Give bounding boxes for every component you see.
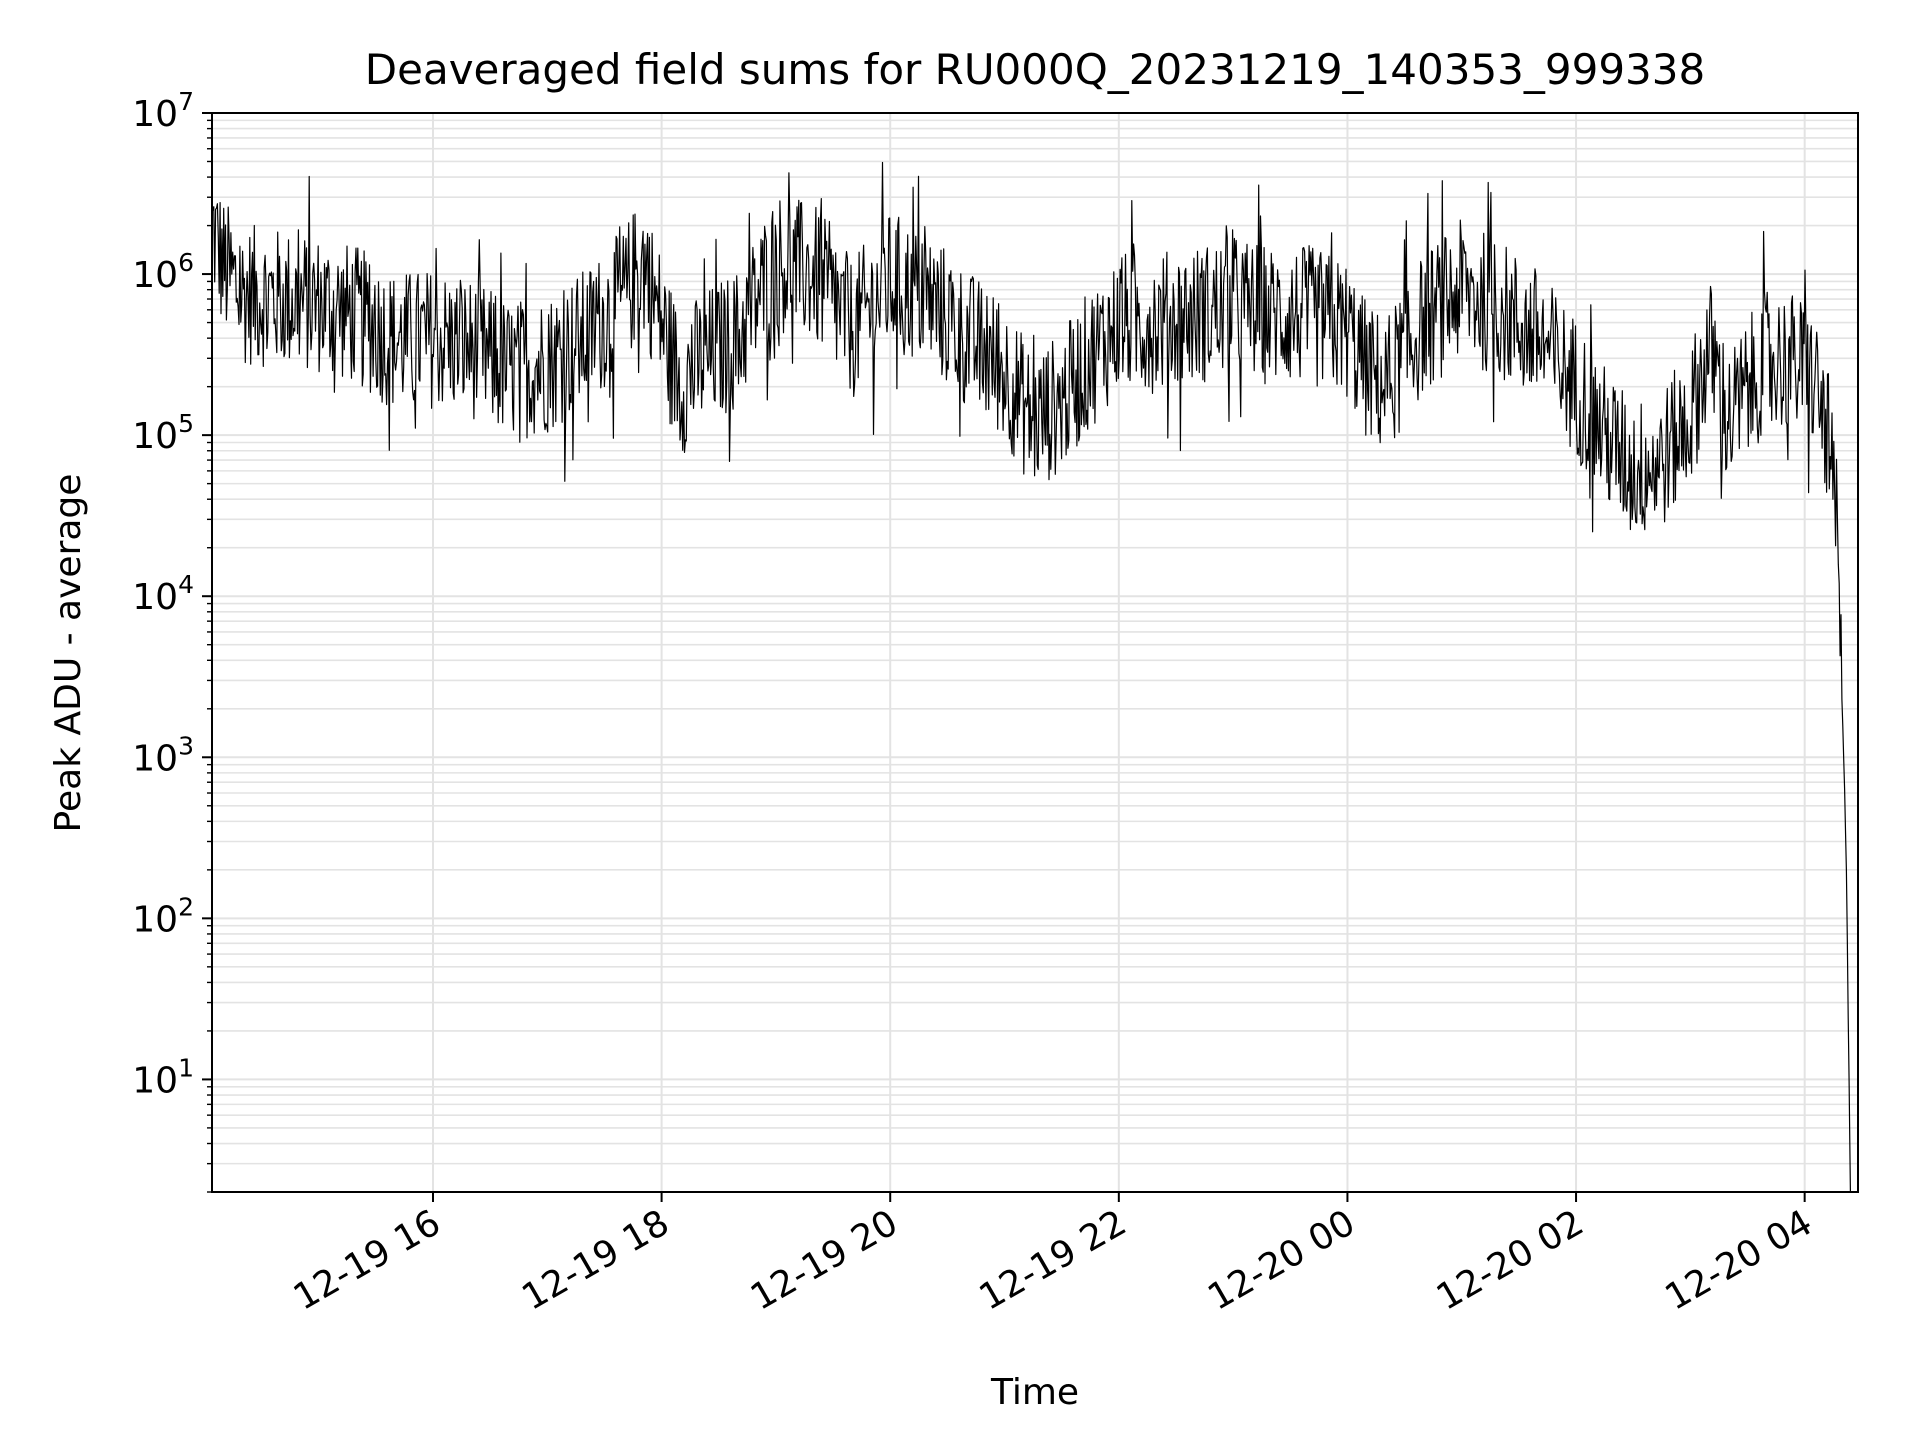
- chart-title: Deaveraged field sums for RU000Q_2023121…: [365, 45, 1705, 94]
- y-axis-label: Peak ADU - average: [48, 474, 89, 833]
- y-tick-label: 103: [132, 731, 194, 779]
- y-tick-label: 105: [132, 409, 194, 457]
- y-tick-label: 106: [132, 248, 194, 296]
- y-tick-label: 107: [132, 87, 194, 135]
- y-tick-label: 101: [132, 1053, 194, 1101]
- y-tick-label: 104: [132, 570, 194, 618]
- x-axis-label: Time: [990, 1372, 1079, 1413]
- y-tick-label: 102: [132, 892, 194, 940]
- series-line: [211, 161, 1851, 1193]
- axes-frame: [211, 112, 1859, 1193]
